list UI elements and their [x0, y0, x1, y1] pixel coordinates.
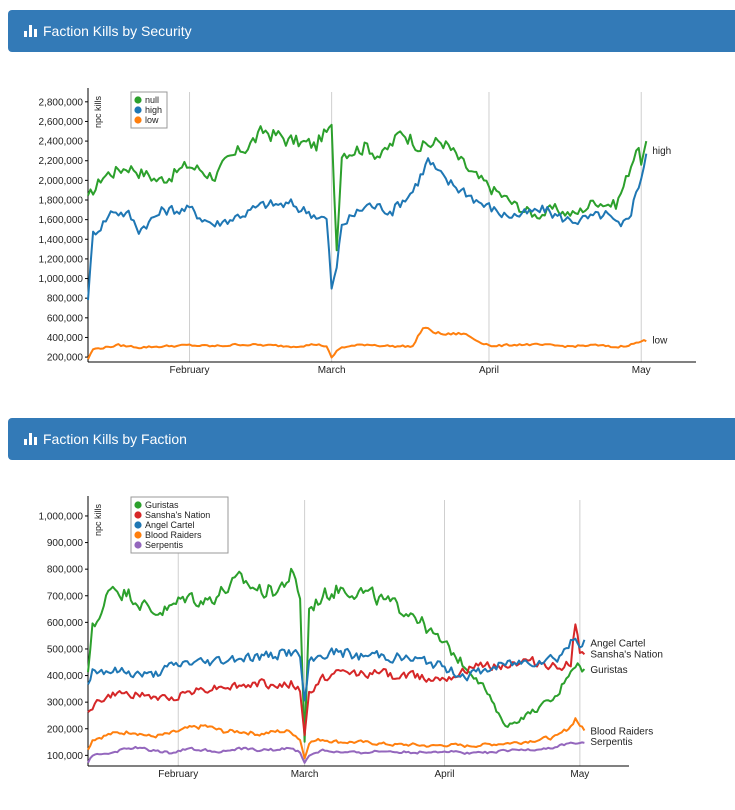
security-legend-swatch-null [134, 96, 142, 104]
security-xtick-march: March [318, 365, 346, 376]
security-end-label-high: high [652, 146, 671, 157]
security-ytick-label: 200,000 [47, 353, 84, 364]
security-ytick-label: 800,000 [47, 294, 84, 305]
security-series-high [87, 153, 648, 301]
bar-chart-icon [24, 433, 38, 445]
security-xtick-february: February [170, 365, 210, 376]
security-ytick-label: 1,600,000 [39, 215, 84, 226]
security-legend-label-low: low [145, 115, 159, 125]
security-panel: Faction Kills by Security [8, 10, 735, 52]
security-ytick-label: 2,600,000 [39, 117, 84, 128]
security-ytick-label: 2,000,000 [39, 176, 84, 187]
security-end-label-low: low [652, 335, 668, 346]
security-legend-swatch-low [134, 116, 142, 124]
security-ytick-label: 1,200,000 [39, 254, 84, 265]
security-legend-swatch-high [134, 106, 142, 114]
security-series-low [87, 326, 647, 360]
security-ylabel: npc kills [93, 95, 103, 128]
security-legend-label-high: high [145, 105, 162, 115]
security-legend-label-null: null [145, 95, 159, 105]
faction-panel-title: Faction Kills by Faction [43, 431, 187, 447]
security-xtick-april: April [479, 365, 499, 376]
security-panel-title: Faction Kills by Security [43, 23, 192, 39]
security-series-null [87, 123, 648, 252]
security-xtick-may: May [632, 365, 651, 376]
security-ytick-label: 2,800,000 [39, 97, 84, 108]
security-ytick-label: 1,400,000 [39, 235, 84, 246]
security-ytick-label: 600,000 [47, 313, 84, 324]
security-ytick-label: 2,200,000 [39, 156, 84, 167]
security-ytick-label: 400,000 [47, 333, 84, 344]
security-ytick-label: 1,000,000 [39, 274, 84, 285]
security-ytick-label: 2,400,000 [39, 137, 84, 148]
faction-panel-header: Faction Kills by Faction [8, 418, 735, 460]
security-ytick-label: 1,800,000 [39, 196, 84, 207]
faction-panel: Faction Kills by Faction [8, 418, 735, 460]
bar-chart-icon [24, 25, 38, 37]
security-panel-header: Faction Kills by Security [8, 10, 735, 52]
